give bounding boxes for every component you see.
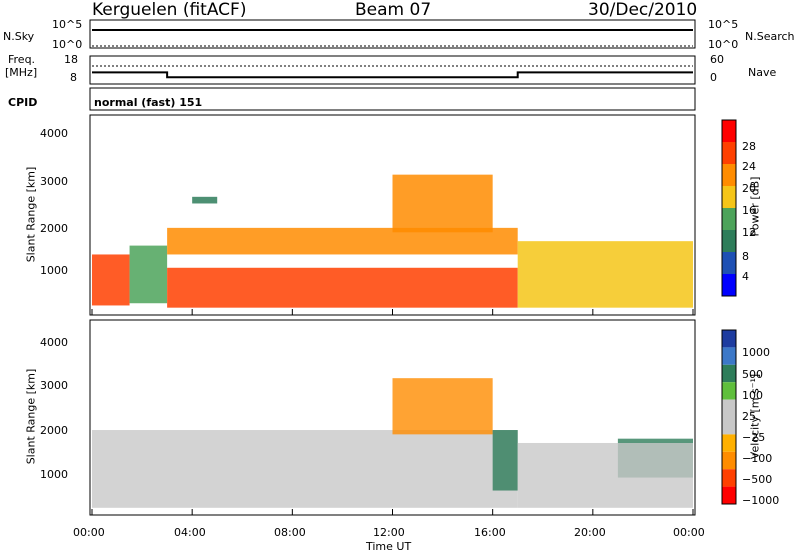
velocity-cb-tick-neg100: −100 [742,452,773,465]
nsearch-tick-low: 10^0 [708,38,739,51]
power-colorbar-segment-2 [722,164,736,186]
xtick-6: 00:00 [673,526,705,539]
velocity-cb-tick-500: 500 [742,368,763,381]
freq-panel [89,55,696,85]
velocity-cb-tick-1000: 1000 [742,346,770,359]
xtick-2: 08:00 [274,526,306,539]
velocity-panel [89,319,696,516]
velocity-colorbar-segment-9 [722,486,736,504]
x-axis-label: Time UT [366,540,412,553]
velocity-ytick-2000: 2000 [40,424,68,437]
power-colorbar-segment-7 [722,274,736,296]
power-colorbar-segment-5 [722,230,736,252]
power-ytick-1000: 1000 [40,264,68,277]
nsearch-label: N.Search [745,30,795,43]
velocity-colorbar-frame [721,329,737,505]
cpid-mode: normal (fast) 151 [94,96,203,109]
nave-label: Nave [748,66,777,79]
velocity-band-0 [92,430,518,508]
velocity-colorbar-segment-3 [722,382,736,400]
nave-tick-low: 0 [710,71,717,84]
power-cb-tick-28: 28 [742,140,756,153]
velocity-ytick-3000: 3000 [40,379,68,392]
velocity-colorbar-segment-6 [722,434,736,452]
power-colorbar-segment-1 [722,142,736,164]
power-band-5 [392,174,493,233]
power-band-0 [92,254,130,306]
velocity-colorbar-segment-7 [722,451,736,470]
beam-title: Beam 07 [355,0,432,20]
xtick-5: 20:00 [574,526,606,539]
velocity-colorbar-segment-4 [722,399,736,417]
power-colorbar-segment-0 [722,120,736,142]
cpid-label: CPID [8,96,38,109]
velocity-colorbar-segment-2 [722,364,736,383]
velocity-ytick-4000: 4000 [40,336,68,349]
velocity-cb-tick-25: 25 [742,410,756,423]
freq-tick-low: 8 [70,71,77,84]
noise-frame [89,19,696,49]
velocity-band-2 [492,430,518,491]
power-colorbar-frame [721,119,737,297]
freq-tick-high: 18 [64,53,78,66]
nsky-tick-high: 10^5 [52,18,83,31]
xtick-4: 16:00 [474,526,506,539]
power-colorbar-segment-3 [722,186,736,208]
power-colorbar-segment-4 [722,208,736,230]
power-cb-tick-20: 20 [742,182,756,195]
velocity-cb-tick-neg500: −500 [742,473,773,486]
power-ytick-4000: 4000 [40,127,68,140]
station-title: Kerguelen (fitACF) [92,0,247,20]
velocity-ytick-1000: 1000 [40,468,68,481]
freq-step-line [92,71,693,79]
power-band-3 [167,267,518,308]
xtick-1: 04:00 [174,526,206,539]
velocity-band-1 [392,378,493,435]
power-band-4 [192,196,218,204]
power-colorbar-segment-6 [722,252,736,274]
power-cb-tick-24: 24 [742,160,756,173]
x-tick-marks [91,309,694,515]
power-colorbar [721,119,737,297]
velocity-cb-tick-neg1000: −1000 [742,494,780,507]
noise-panel [89,19,696,49]
velocity-colorbar-segment-5 [722,417,736,435]
velocity-colorbar-segment-8 [722,469,736,487]
power-panel [89,114,696,316]
velocity-colorbar-segment-0 [722,330,736,348]
velocity-cb-tick-100: 100 [742,389,763,402]
power-band-1 [129,245,168,304]
velocity-band-4 [517,442,693,508]
power-band-6 [517,241,693,308]
nsearch-tick-high: 10^5 [708,18,739,31]
power-cb-tick-8: 8 [742,250,749,263]
power-cb-tick-4: 4 [742,270,749,283]
velocity-colorbar [721,329,737,505]
freq-label: Freq. [8,53,36,66]
power-cb-tick-16: 16 [742,204,756,217]
velocity-colorbar-segment-1 [722,347,736,365]
nsky-label: N.Sky [3,30,35,43]
xtick-3: 12:00 [373,526,405,539]
nave-tick-high: 60 [710,53,724,66]
power-ytick-2000: 2000 [40,222,68,235]
velocity-cb-tick-neg25: −25 [742,431,766,444]
power-cb-tick-12: 12 [742,226,756,239]
date-title: 30/Dec/2010 [588,0,698,20]
freq-frame [89,55,696,85]
nsky-tick-low: 10^0 [52,38,83,51]
freq-unit-label: [MHz] [5,66,38,79]
cpid-frame [89,87,696,111]
xtick-0: 00:00 [73,526,105,539]
power-ytick-3000: 3000 [40,175,68,188]
